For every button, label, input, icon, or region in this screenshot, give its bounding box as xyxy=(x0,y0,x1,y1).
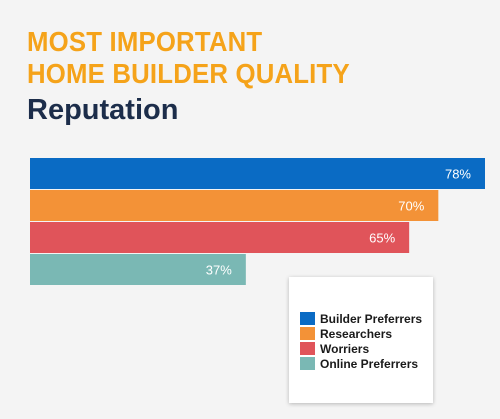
bar-value-label: 78% xyxy=(445,167,471,182)
legend: Builder Preferrers Researchers Worriers Onl… xyxy=(289,277,433,403)
legend-swatch xyxy=(300,327,315,340)
legend-entry: Researchers xyxy=(300,326,422,341)
bar-researchers xyxy=(30,190,439,221)
legend-label: Online Preferrers xyxy=(320,356,419,371)
legend-entry: Online Preferrers xyxy=(300,356,422,371)
legend-swatch xyxy=(300,357,315,370)
bar-online-preferrers xyxy=(30,254,246,285)
legend-entry: Worriers xyxy=(300,341,422,356)
chart-title-line-2: HOME BUILDER QUALITY xyxy=(27,58,350,89)
legend-swatch xyxy=(300,312,315,325)
bar-value-label: 37% xyxy=(206,263,232,278)
legend-items: Builder Preferrers Researchers Worriers Onl… xyxy=(300,311,422,371)
bar-value-label: 65% xyxy=(369,231,395,246)
legend-label: Researchers xyxy=(320,326,393,341)
bar-worriers xyxy=(30,222,410,253)
chart-title-line-1: MOST IMPORTANT xyxy=(27,26,263,57)
legend-swatch xyxy=(300,342,315,355)
bar-builder-preferrers xyxy=(30,158,485,189)
chart-title: MOST IMPORTANT HOME BUILDER QUALITY xyxy=(27,26,350,90)
bar-value-label: 70% xyxy=(398,199,424,214)
legend-label: Builder Preferrers xyxy=(320,311,423,326)
legend-label: Worriers xyxy=(320,341,370,356)
legend-entry: Builder Preferrers xyxy=(300,311,422,326)
chart-subtitle: Reputation xyxy=(27,94,179,126)
